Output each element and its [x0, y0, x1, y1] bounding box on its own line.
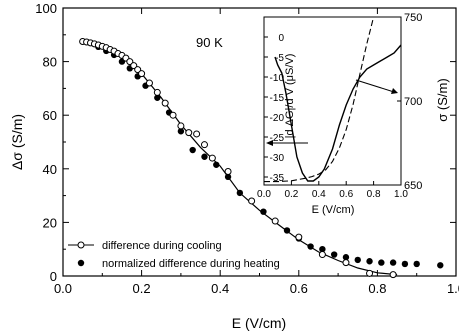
cooling-point — [208, 154, 216, 162]
cooling-point — [161, 99, 169, 107]
main-x-tick-labels: 0.0 0.2 0.4 0.6 0.8 1.0 — [54, 281, 459, 296]
main-y-tick-label: 100 — [35, 1, 57, 16]
cooling-point — [138, 70, 146, 78]
legend: difference during cooling normalized dif… — [68, 240, 280, 270]
main-y-tick-label: 60 — [43, 108, 57, 123]
inset-y-axis-label: |d ΔG|/d V (μS/V) — [284, 54, 296, 139]
main-x-tick-label: 0.6 — [290, 281, 308, 296]
right-axis-arrowhead — [391, 88, 398, 94]
inset-x-tick-label: 0.6 — [339, 189, 353, 200]
inset-y-tick-labels: -35 -30 -25 -20 -15 -10 -5 0 — [270, 33, 285, 184]
right-axis-arrow-shaft — [355, 79, 395, 93]
heating-point — [307, 243, 314, 250]
cooling-point — [185, 129, 193, 137]
inset-series-group — [264, 16, 402, 183]
heating-point — [437, 262, 444, 269]
inset-right-y-tick-label: 700 — [404, 96, 422, 108]
heating-point — [319, 246, 326, 253]
cooling-point — [342, 259, 350, 267]
inset-y-tick-label: -10 — [270, 73, 285, 84]
inset-x-tick-labels: 0.0 0.2 0.4 0.6 0.8 1.0 — [257, 189, 408, 200]
inset-y-tick-label: -15 — [270, 93, 285, 104]
heating-point — [283, 227, 291, 234]
heating-point — [342, 254, 350, 261]
inset-y-tick-label: 0 — [278, 33, 284, 44]
cooling-point — [318, 251, 326, 259]
heating-point — [389, 259, 397, 266]
heating-point — [354, 256, 361, 264]
inset-y-tick-label: -35 — [270, 173, 285, 184]
inset-x-tick-label: 0.8 — [367, 189, 381, 200]
cooling-point — [126, 58, 134, 66]
main-x-tick-label: 1.0 — [447, 281, 459, 296]
inset-y-tick-label: -30 — [270, 153, 285, 164]
cooling-point — [145, 79, 153, 87]
inset-right-y-tick-labels: 650 700 750 — [404, 12, 422, 192]
heating-point — [177, 128, 185, 135]
inset-x-axis-label: E (V/cm) — [312, 204, 355, 216]
main-x-tick-label: 0.8 — [368, 281, 386, 296]
main-x-axis-label: E (V/cm) — [232, 315, 286, 331]
legend-marker-cooling — [77, 241, 85, 249]
heating-point — [213, 161, 220, 168]
heating-point — [260, 208, 267, 215]
inset-x-tick-label: 0.4 — [312, 189, 326, 200]
cooling-point — [153, 88, 161, 96]
heating-point — [189, 146, 196, 154]
inset-axis-arrows — [266, 79, 398, 146]
cooling-point — [200, 141, 208, 149]
cooling-point — [169, 111, 177, 119]
inset-derivative-curve — [274, 44, 402, 182]
main-x-tick-label: 0.2 — [133, 281, 151, 296]
heating-point — [413, 260, 420, 268]
inset-y-tick-label: -5 — [275, 53, 284, 64]
legend-label-heating: normalized difference during heating — [102, 258, 280, 270]
inset-y-tick-label: -25 — [270, 133, 285, 144]
cooling-point — [193, 130, 201, 138]
cooling-point — [248, 197, 256, 205]
cooling-point — [224, 167, 232, 175]
cooling-point — [389, 271, 397, 279]
main-series-group — [79, 38, 444, 279]
main-y-tick-label: 20 — [43, 215, 57, 230]
main-x-tick-label: 0.4 — [211, 281, 229, 296]
main-y-axis-label: Δσ (S/m) — [9, 114, 25, 170]
legend-marker-heating — [77, 259, 85, 267]
main-x-tick-label: 0.0 — [54, 281, 72, 296]
main-y-tick-label: 80 — [43, 55, 57, 70]
main-y-tick-label: 40 — [43, 162, 57, 177]
inset-axis-ticks — [263, 16, 402, 186]
heating-point — [201, 153, 208, 160]
inset-conductivity-curve — [264, 16, 375, 183]
inset-right-y-tick-label: 650 — [404, 180, 422, 192]
inset-y-tick-label: -20 — [270, 113, 285, 124]
inset-right-y-axis-label: σ (S/m) — [435, 78, 450, 121]
temperature-annotation: 90 K — [196, 35, 223, 50]
cooling-point — [134, 66, 142, 74]
heating-point — [330, 251, 338, 258]
cooling-point — [295, 233, 303, 241]
heating-point — [224, 173, 232, 181]
main-y-tick-label: 0 — [50, 269, 57, 284]
legend-label-cooling: difference during cooling — [102, 240, 222, 252]
heating-point — [401, 260, 409, 268]
cooling-point — [366, 269, 374, 277]
inset-x-tick-label: 1.0 — [394, 189, 408, 200]
inset-chart: 0.0 0.2 0.4 0.6 0.8 1.0 -35 -30 -25 -20 -15 -10 -5 0… — [257, 12, 450, 216]
heating-point — [366, 258, 373, 265]
inset-x-tick-label: 0.2 — [284, 189, 298, 200]
inset-x-tick-label: 0.0 — [257, 189, 271, 200]
heating-point — [236, 189, 244, 197]
cooling-point — [271, 217, 279, 225]
heating-point — [154, 94, 161, 101]
left-axis-arrowhead — [266, 140, 273, 146]
main-y-tick-labels: 0 20 40 60 80 100 — [35, 1, 57, 284]
cooling-point — [130, 62, 138, 70]
heating-point — [378, 259, 385, 266]
main-chart: 0.0 0.2 0.4 0.6 0.8 1.0 0 20 40 60 80 100 E (V/cm)… — [9, 1, 459, 331]
inset-right-y-tick-label: 750 — [404, 12, 422, 24]
main-axis-ticks — [62, 7, 457, 277]
cooling-point — [177, 122, 185, 130]
